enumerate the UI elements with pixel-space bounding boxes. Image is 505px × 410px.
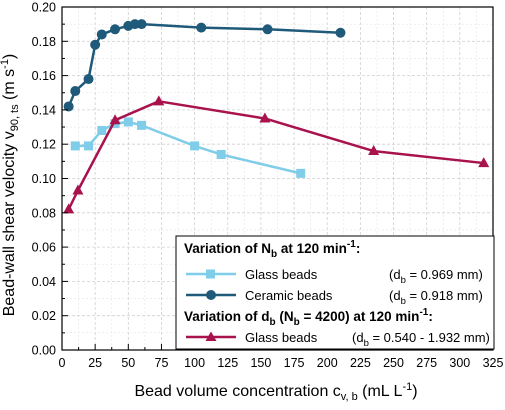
data-point (96, 29, 107, 40)
legend-box (175, 235, 495, 350)
legend-label-glass-db: Glass beads (245, 330, 318, 345)
y-tick-label: 0.12 (32, 138, 56, 152)
data-point (109, 114, 121, 125)
x-tick-label: 25 (88, 356, 102, 370)
y-tick-label: 0.20 (32, 1, 56, 15)
data-point (123, 117, 133, 127)
data-point (83, 74, 94, 85)
legend-header-nb: Variation of Nb at 120 min-1: (184, 239, 360, 260)
x-tick-label: 300 (449, 356, 470, 370)
y-tick-label: 0.10 (32, 172, 56, 186)
data-point (335, 27, 346, 38)
legend-item-glass-beads-db: Glass beads (db = 0.540 - 1.932 mm) (186, 330, 490, 349)
x-tick-label: 50 (121, 356, 135, 370)
y-tick-label: 0.18 (32, 35, 56, 49)
circle-marker-icon (206, 290, 216, 300)
y-tick-label: 0.00 (32, 344, 56, 358)
data-point (84, 141, 94, 151)
x-tick-label: 100 (184, 356, 205, 370)
x-tick-label: 225 (350, 356, 371, 370)
square-marker-icon (206, 269, 215, 279)
data-point (136, 19, 147, 30)
series-0 (70, 117, 306, 178)
y-tick-label: 0.06 (32, 241, 56, 255)
x-tick-label: 275 (416, 356, 437, 370)
series-2 (63, 95, 490, 214)
x-tick-label: 250 (383, 356, 404, 370)
legend: Variation of Nb at 120 min-1: Glass bead… (175, 235, 495, 350)
series-1 (63, 19, 346, 112)
data-point (137, 120, 147, 130)
data-point (97, 125, 107, 135)
legend-info-glass-db: (db = 0.540 - 1.932 mm) (352, 330, 490, 349)
x-tick-label: 175 (284, 356, 305, 370)
data-point (190, 141, 200, 151)
legend-header-db: Variation of db (Nb = 4200) at 120 min-1… (184, 307, 433, 328)
data-point (478, 157, 490, 168)
data-point (70, 86, 81, 97)
legend-item-glass-beads-nb: Glass beads (db = 0.969 mm) (186, 267, 483, 286)
data-point (63, 101, 74, 112)
x-tick-label: 150 (250, 356, 271, 370)
x-axis-title: Bead volume concentration cv, b (mL L-1) (134, 381, 417, 403)
x-tick-label: 200 (317, 356, 338, 370)
y-tick-label: 0.02 (32, 309, 56, 323)
y-tick-label: 0.08 (32, 206, 56, 220)
series-layer (63, 19, 490, 214)
data-point (70, 141, 80, 151)
x-tick-label: 75 (155, 356, 169, 370)
x-tick-label: 125 (217, 356, 238, 370)
data-point (153, 95, 165, 106)
legend-info-glass-nb: (db = 0.969 mm) (389, 267, 483, 286)
data-point (90, 39, 101, 50)
triangle-marker-icon (205, 331, 217, 341)
data-point (216, 149, 226, 159)
data-point (110, 24, 121, 35)
x-tick-label: 325 (483, 356, 504, 370)
data-point (196, 22, 207, 33)
legend-label-glass-nb: Glass beads (245, 267, 318, 282)
legend-item-ceramic-beads: Ceramic beads (db = 0.918 mm) (186, 288, 483, 307)
data-point (63, 203, 75, 214)
x-tick-label: 0 (59, 356, 66, 370)
data-point (296, 168, 306, 178)
data-point (368, 145, 380, 156)
data-point (259, 112, 271, 123)
legend-info-ceramic: (db = 0.918 mm) (389, 288, 483, 307)
data-point (72, 184, 84, 195)
y-tick-label: 0.16 (32, 69, 56, 83)
axis-ticks: 0 25 50 75 100 125 150 175 200 225 250 275 300 325 0.0… (32, 1, 504, 371)
y-axis-title: Bead-wall shear velocity v90, ts (m s-1) (0, 54, 21, 317)
y-tick-label: 0.04 (32, 275, 56, 289)
data-point (262, 24, 273, 35)
legend-label-ceramic: Ceramic beads (245, 288, 333, 303)
y-tick-label: 0.14 (32, 103, 56, 117)
